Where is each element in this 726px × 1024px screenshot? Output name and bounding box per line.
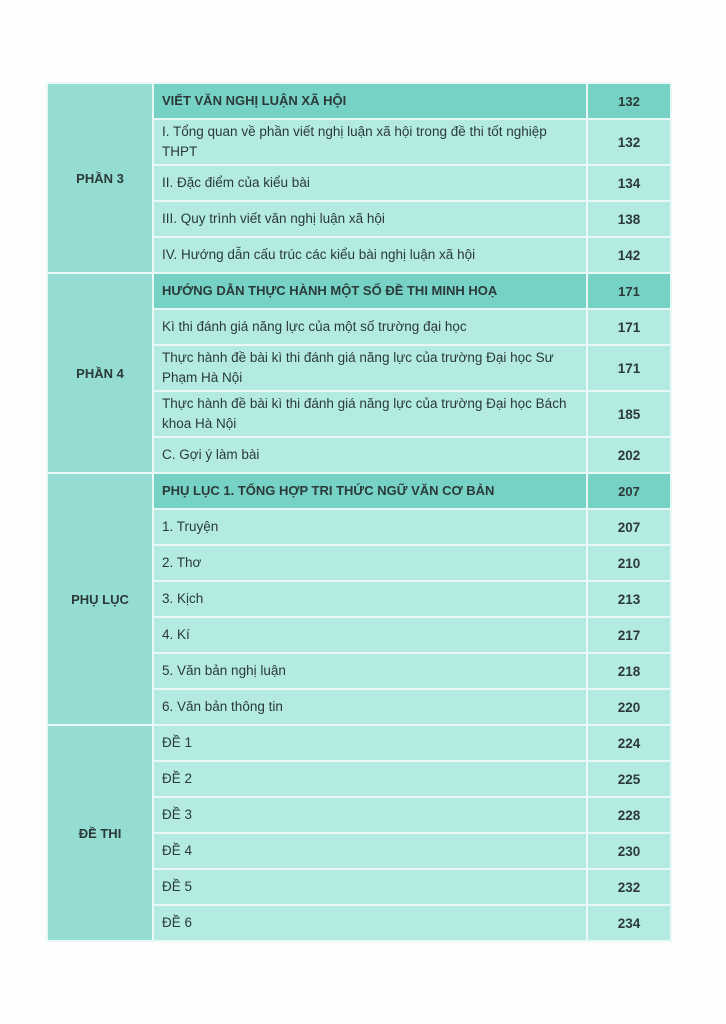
toc-row: Kì thi đánh giá năng lực của một số trườ…	[47, 308, 672, 346]
toc-row: PHỤ LỤC PHỤ LỤC 1. TỔNG HỢP TRI THỨC NGỮ …	[46, 472, 672, 726]
entry-page: 142	[586, 236, 672, 274]
entry-title: ĐỀ 1	[152, 724, 588, 762]
entry-title: 1. Truyện	[152, 508, 588, 546]
section-label: PHẦN 3	[46, 82, 154, 274]
entry-title: Thực hành đề bài kì thi đánh giá năng lự…	[152, 344, 588, 392]
toc-row: ĐỀ 5 232	[47, 868, 672, 906]
toc-row: C. Gợi ý làm bài 202	[47, 436, 672, 474]
entry-title: 6. Văn bản thông tin	[152, 688, 588, 726]
entry-page: 210	[586, 544, 672, 582]
toc-row: ĐỀ 4 230	[47, 832, 672, 870]
toc-row: ĐỀ 6 234	[47, 904, 672, 942]
entry-page: 224	[586, 724, 672, 762]
toc-row: 2. Thơ 210	[47, 544, 672, 582]
toc-row: II. Đặc điểm của kiểu bài 134	[47, 164, 672, 202]
entry-page: 217	[586, 616, 672, 654]
entry-title: ĐỀ 3	[152, 796, 588, 834]
entry-title: I. Tổng quan về phần viết nghị luận xã h…	[152, 118, 588, 166]
entry-page: 213	[586, 580, 672, 618]
entry-title: Thực hành đề bài kì thi đánh giá năng lự…	[152, 390, 588, 438]
entry-title: Kì thi đánh giá năng lực của một số trườ…	[152, 308, 588, 346]
entry-page: 230	[586, 832, 672, 870]
section-label: PHỤ LỤC	[46, 472, 154, 726]
entry-page: 171	[586, 272, 672, 310]
entry-title: C. Gợi ý làm bài	[152, 436, 588, 474]
entry-page: 185	[586, 390, 672, 438]
entry-title: 5. Văn bản nghị luận	[152, 652, 588, 690]
entry-title: II. Đặc điểm của kiểu bài	[152, 164, 588, 202]
toc-row: ĐỀ 2 225	[47, 760, 672, 798]
entry-title: ĐỀ 2	[152, 760, 588, 798]
entry-page: 232	[586, 868, 672, 906]
toc-row: ĐỀ THI ĐỀ 1 224	[46, 724, 672, 942]
entry-title: ĐỀ 6	[152, 904, 588, 942]
entry-page: 134	[586, 164, 672, 202]
entry-page: 234	[586, 904, 672, 942]
toc-row: ĐỀ 3 228	[47, 796, 672, 834]
entry-page: 218	[586, 652, 672, 690]
entry-page: 132	[586, 82, 672, 120]
section-label: PHẦN 4	[46, 272, 154, 474]
entry-page: 138	[586, 200, 672, 238]
entry-page: 132	[586, 118, 672, 166]
entry-page: 225	[586, 760, 672, 798]
section-label: ĐỀ THI	[46, 724, 154, 942]
toc-row: 5. Văn bản nghị luận 218	[47, 652, 672, 690]
entry-title: ĐỀ 4	[152, 832, 588, 870]
toc-row: 3. Kịch 213	[47, 580, 672, 618]
entry-title: 2. Thơ	[152, 544, 588, 582]
toc-row: 1. Truyện 207	[47, 508, 672, 546]
toc-row: IV. Hướng dẫn cấu trúc các kiểu bài nghị…	[47, 236, 672, 274]
entry-page: 207	[586, 472, 672, 510]
entry-title: IV. Hướng dẫn cấu trúc các kiểu bài nghị…	[152, 236, 588, 274]
toc-row: PHẦN 3 VIẾT VĂN NGHỊ LUẬN XÃ HỘI 132	[46, 82, 672, 274]
entry-page: 207	[586, 508, 672, 546]
entry-page: 220	[586, 688, 672, 726]
table-of-contents: PHẦN 3 VIẾT VĂN NGHỊ LUẬN XÃ HỘI 132 I. Tổn…	[46, 82, 672, 942]
entry-title: III. Quy trình viết văn nghị luận xã hội	[152, 200, 588, 238]
entry-page: 171	[586, 308, 672, 346]
entry-title: HƯỚNG DẪN THỰC HÀNH MỘT SỐ ĐỀ THI MINH H…	[152, 272, 588, 310]
entry-page: 202	[586, 436, 672, 474]
entry-title: PHỤ LỤC 1. TỔNG HỢP TRI THỨC NGỮ VĂN CƠ …	[152, 472, 588, 510]
entry-title: 3. Kịch	[152, 580, 588, 618]
entry-page: 171	[586, 344, 672, 392]
entry-title: ĐỀ 5	[152, 868, 588, 906]
entry-title: VIẾT VĂN NGHỊ LUẬN XÃ HỘI	[152, 82, 588, 120]
entry-page: 228	[586, 796, 672, 834]
toc-row: 4. Kí 217	[47, 616, 672, 654]
toc-row: Thực hành đề bài kì thi đánh giá năng lự…	[47, 344, 672, 392]
toc-row: Thực hành đề bài kì thi đánh giá năng lự…	[47, 390, 672, 438]
entry-title: 4. Kí	[152, 616, 588, 654]
toc-row: PHẦN 4 HƯỚNG DẪN THỰC HÀNH MỘT SỐ ĐỀ THI …	[46, 272, 672, 474]
toc-row: III. Quy trình viết văn nghị luận xã hội…	[47, 200, 672, 238]
toc-row: 6. Văn bản thông tin 220	[47, 688, 672, 726]
toc-row: I. Tổng quan về phần viết nghị luận xã h…	[47, 118, 672, 166]
